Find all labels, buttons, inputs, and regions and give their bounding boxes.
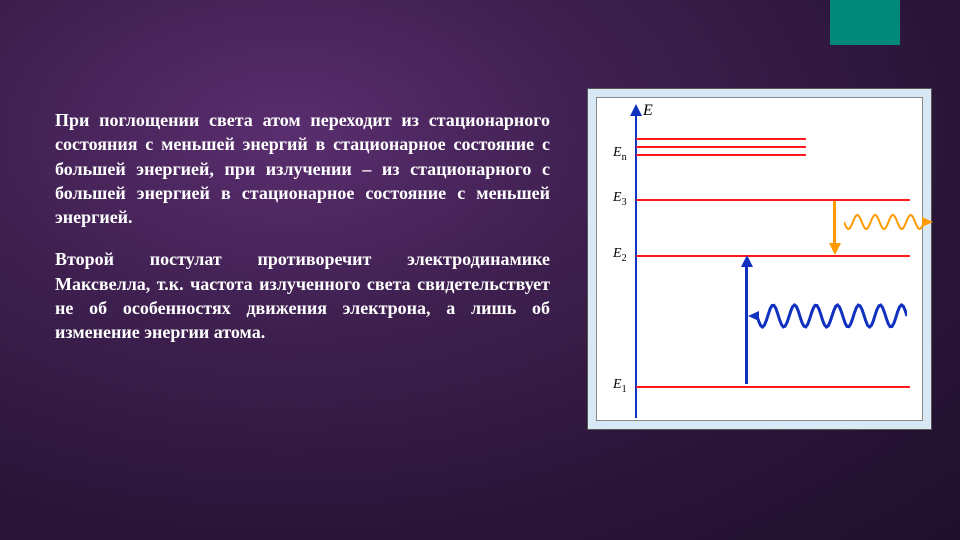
energy-level — [636, 154, 806, 156]
text-content: При поглощении света атом переходит из с… — [55, 108, 550, 363]
axis-label: E — [643, 102, 653, 120]
energy-level — [636, 199, 910, 201]
energy-diagram: E E1 E2 E3 En — [587, 88, 932, 430]
paragraph-2: Второй постулат противоречит электродина… — [55, 247, 550, 344]
corner-accent — [830, 0, 900, 45]
absorption-wave-arrowhead-icon — [748, 311, 759, 321]
energy-level — [636, 146, 806, 148]
energy-axis — [635, 114, 637, 418]
absorption-arrow-head-icon — [741, 255, 753, 267]
energy-level-label: E1 — [613, 377, 627, 395]
energy-level — [636, 138, 806, 140]
emission-arrow-head-icon — [829, 243, 841, 255]
diagram-inner: E E1 E2 E3 En — [596, 97, 923, 421]
absorption-arrow — [745, 267, 748, 384]
energy-level-label: E2 — [613, 246, 627, 264]
energy-level-label: En — [613, 145, 627, 163]
absorption-wave — [757, 302, 907, 330]
energy-level — [636, 255, 910, 257]
energy-level — [636, 386, 910, 388]
axis-arrowhead-icon — [630, 104, 642, 116]
emission-wave — [844, 213, 924, 231]
paragraph-1: При поглощении света атом переходит из с… — [55, 108, 550, 229]
emission-arrow — [833, 201, 836, 243]
energy-level-label: E3 — [613, 190, 627, 208]
emission-wave-arrowhead-icon — [922, 217, 933, 227]
